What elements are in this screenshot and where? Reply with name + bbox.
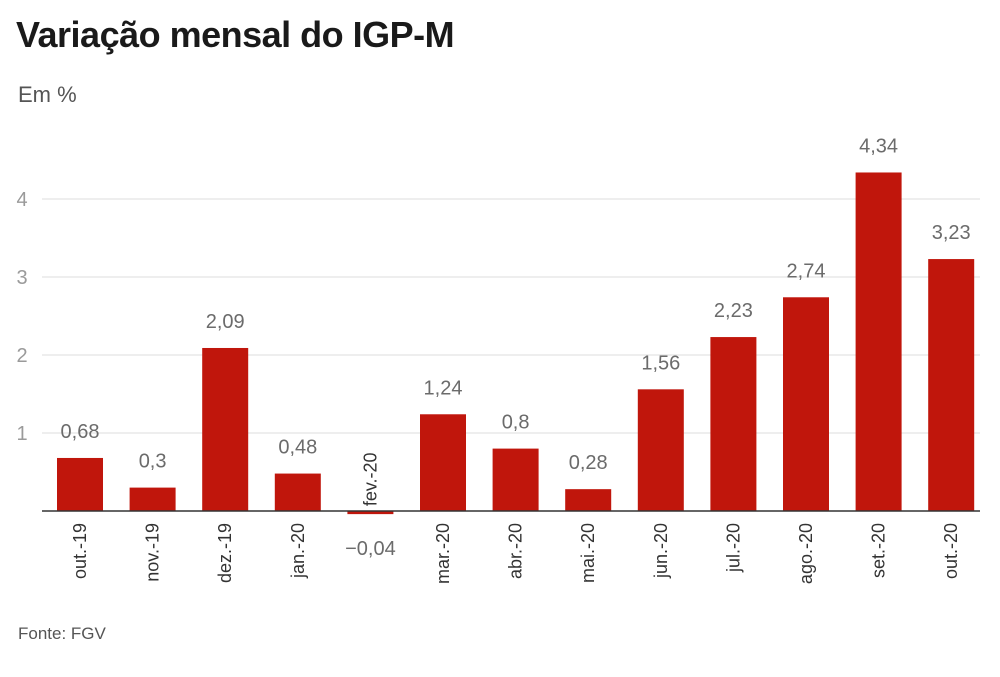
bar	[710, 337, 757, 511]
y-tick-label: 2	[16, 345, 27, 367]
value-label: 2,23	[714, 300, 753, 322]
bar	[492, 448, 539, 511]
bar	[783, 297, 829, 511]
value-label: 0,3	[139, 451, 167, 473]
x-tick-label: out.-20	[941, 523, 961, 579]
value-label: 1,24	[424, 377, 463, 399]
bar	[57, 457, 103, 511]
x-tick-label: ago.-20	[796, 523, 816, 584]
value-label: −0,04	[345, 538, 396, 560]
y-tick-label: 4	[16, 189, 27, 211]
value-label: 0,68	[61, 421, 100, 443]
value-label: 0,48	[278, 437, 317, 459]
value-label: 0,28	[569, 452, 608, 474]
bar	[565, 489, 612, 511]
bar	[202, 347, 249, 511]
value-label: 4,34	[859, 135, 898, 157]
x-tick-label: jun.-20	[651, 523, 671, 579]
bar	[274, 473, 321, 511]
gridlines	[42, 198, 980, 434]
bar	[928, 259, 975, 511]
bar	[347, 511, 394, 515]
value-label: 1,56	[641, 352, 680, 374]
y-tick-label: 1	[16, 423, 27, 445]
bar	[855, 172, 902, 512]
x-tick-label: dez.-19	[215, 523, 235, 583]
source-note: Fonte: FGV	[18, 624, 106, 643]
chart-title: Variação mensal do IGP-M	[16, 14, 455, 55]
x-tick-label: mai.-20	[578, 523, 598, 583]
bar	[420, 414, 466, 511]
labels: 1 2 3 4 0,68 out.-19 0,3 nov.-19 2,09 dez.-19 0,48…	[16, 135, 970, 584]
chart-subtitle: Em %	[18, 82, 77, 107]
x-tick-label: abr.-20	[506, 523, 526, 579]
value-label: 2,09	[206, 311, 245, 333]
x-tick-label: jan.-20	[288, 523, 308, 579]
x-tick-label: nov.-19	[143, 523, 163, 582]
x-tick-label: set.-20	[869, 523, 889, 578]
value-label: 0,8	[502, 412, 530, 434]
x-tick-label: jul.-20	[723, 523, 743, 573]
bars	[57, 172, 975, 515]
x-tick-label: fev.-20	[360, 452, 380, 506]
value-label: 2,74	[787, 260, 826, 282]
x-tick-label: mar.-20	[433, 523, 453, 584]
y-tick-label: 3	[16, 267, 27, 289]
bar	[129, 487, 176, 511]
x-tick-label: out.-19	[70, 523, 90, 579]
bar	[637, 389, 684, 511]
value-label: 3,23	[932, 222, 971, 244]
